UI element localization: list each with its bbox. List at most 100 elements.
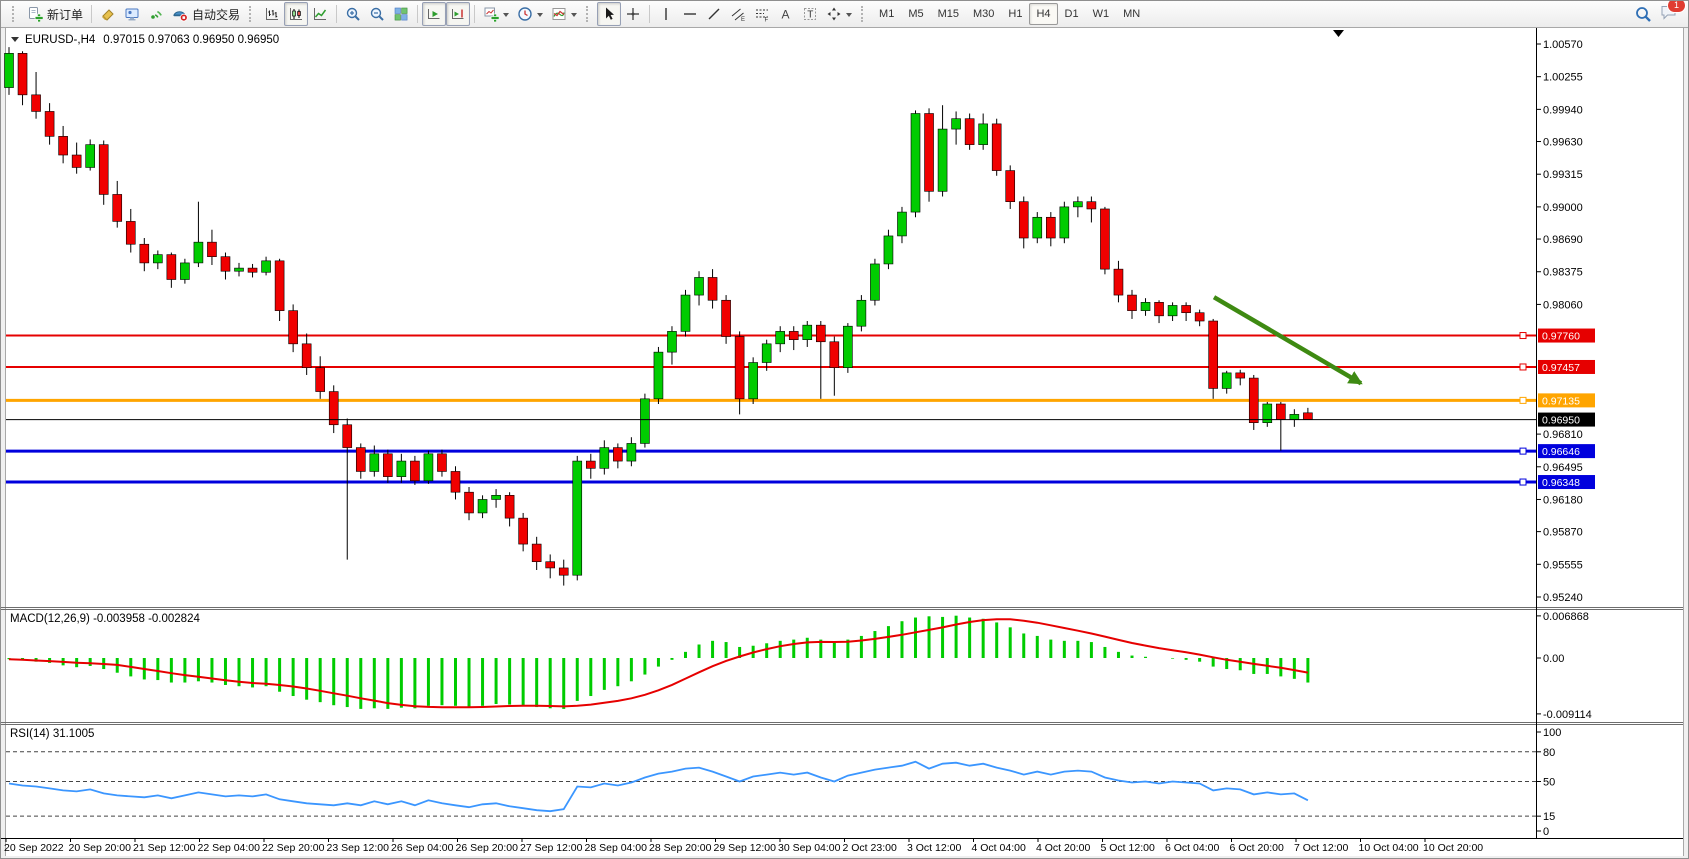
- candle: [870, 263, 880, 301]
- candle: [518, 517, 528, 545]
- candle: [951, 118, 961, 130]
- candle: [964, 118, 975, 145]
- line-handle[interactable]: [1519, 478, 1527, 486]
- timeframe-m30-button[interactable]: M30: [973, 8, 995, 20]
- candle: [504, 495, 515, 519]
- auto-trading-button[interactable]: 自动交易: [168, 2, 244, 26]
- candle: [4, 53, 14, 88]
- time-axis[interactable]: 20 Sep 2022 20 Sep 20:00 21 Sep 12:00 22 Se…: [4, 838, 1483, 854]
- candlestick-mode-button[interactable]: [284, 2, 309, 26]
- fibonacci-tool-button[interactable]: F: [750, 2, 774, 26]
- candle: [1167, 305, 1178, 317]
- dropdown-caret-icon: [846, 12, 853, 20]
- signal-icon: [148, 6, 164, 22]
- price-axis: 1.00570 1.00255 0.99940 0.99630 0.99315 0.990…: [1536, 39, 1583, 604]
- timeframe-m1-button[interactable]: M1: [879, 8, 895, 20]
- trend-arrow-annotation[interactable]: [1212, 295, 1363, 386]
- metaeditor-button[interactable]: [120, 2, 144, 26]
- pane-frame: [1, 28, 1683, 839]
- time-tick-label: 7 Oct 12:00: [1294, 842, 1348, 854]
- time-tick-label: 4 Oct 04:00: [972, 842, 1026, 854]
- rsi-indicator-label: RSI(14) 31.1005: [10, 728, 95, 740]
- candle: [640, 398, 650, 444]
- toolbar-grip[interactable]: [861, 6, 867, 22]
- tile-windows-button[interactable]: [389, 2, 413, 26]
- dropdown-caret-icon: [537, 12, 544, 20]
- rsi-tick-label: 15: [1543, 811, 1555, 823]
- chart-canvas[interactable]: 1.00570 1.00255 0.99940 0.99630 0.99315 0.990…: [1, 28, 1689, 859]
- bar-chart-icon: [264, 6, 280, 22]
- candle: [153, 254, 163, 264]
- toolbar-grip[interactable]: [249, 6, 255, 22]
- support-resistance-lines[interactable]: 0.97760 0.97457 0.97135 0.96646 0.96348: [6, 328, 1595, 490]
- vertical-line-tool-button[interactable]: [654, 2, 678, 26]
- search-icon[interactable]: [1634, 5, 1652, 23]
- candle: [572, 460, 583, 576]
- trendline-tool-button[interactable]: [702, 2, 726, 26]
- zoom-out-button[interactable]: [365, 2, 389, 26]
- timeframe-h1-button[interactable]: H1: [1008, 8, 1023, 20]
- crosshair-tool-button[interactable]: [621, 2, 645, 26]
- eraser-icon: [100, 6, 116, 22]
- text-label-icon: T: [802, 6, 818, 22]
- candle: [383, 453, 393, 477]
- timeframe-h4-button[interactable]: H4: [1029, 3, 1058, 25]
- chart-title-bar[interactable]: EURUSD-,H4 0.97015 0.97063 0.96950 0.969…: [11, 33, 279, 46]
- timeframe-w1-button[interactable]: W1: [1092, 8, 1110, 20]
- candle: [207, 241, 217, 257]
- line-handle[interactable]: [1519, 396, 1527, 404]
- candle: [978, 123, 988, 145]
- toolbar-grip[interactable]: [12, 6, 18, 22]
- horizontal-line-tool-button[interactable]: [678, 2, 702, 26]
- timeframe-m15-button[interactable]: M15: [937, 8, 959, 20]
- rsi-tick-label: 0: [1543, 826, 1549, 838]
- rsi-tick-label: 50: [1543, 777, 1555, 789]
- line-handle[interactable]: [1519, 447, 1527, 455]
- candle: [139, 243, 150, 264]
- line-handle[interactable]: [1519, 363, 1527, 371]
- price-tick-label: 0.99000: [1543, 202, 1583, 214]
- signals-button[interactable]: [144, 2, 168, 26]
- candle: [1262, 403, 1273, 423]
- cursor-tool-button[interactable]: [597, 2, 622, 26]
- text-label-tool-button[interactable]: T: [798, 2, 822, 26]
- bar-chart-mode-button[interactable]: [260, 2, 284, 26]
- time-tick-label: 4 Oct 20:00: [1036, 842, 1090, 854]
- candle: [1059, 206, 1070, 239]
- equidistant-channel-icon: E: [730, 6, 746, 22]
- arrows-tool-button[interactable]: [822, 2, 856, 26]
- timeframe-m5-button[interactable]: M5: [908, 8, 924, 20]
- timeframe-mn-button[interactable]: MN: [1123, 8, 1141, 20]
- equidistant-channel-tool-button[interactable]: E: [726, 2, 750, 26]
- candle: [315, 367, 325, 392]
- timeframe-d1-button[interactable]: D1: [1064, 8, 1079, 20]
- indicators-button[interactable]: [547, 2, 581, 26]
- styler-button[interactable]: [96, 2, 120, 26]
- main-toolbar: 新订单 自动交易: [1, 1, 1688, 28]
- chat-button[interactable]: 1: [1660, 1, 1686, 26]
- auto-trading-label: 自动交易: [192, 7, 241, 22]
- auto-scroll-button[interactable]: [422, 2, 447, 26]
- text-tool-button[interactable]: A: [774, 2, 798, 26]
- candle: [734, 336, 745, 400]
- candle: [31, 94, 41, 112]
- candle: [667, 331, 677, 353]
- line-chart-mode-button[interactable]: [308, 2, 332, 26]
- svg-text:T: T: [807, 10, 813, 21]
- shift-marker-icon[interactable]: [1333, 30, 1344, 37]
- candle: [288, 310, 298, 345]
- toolbar-grip[interactable]: [586, 6, 592, 22]
- current-price: 0.96950: [6, 412, 1595, 427]
- new-order-button[interactable]: 新订单: [23, 2, 87, 26]
- price-line-badge: 0.97760: [1542, 331, 1580, 343]
- periods-button[interactable]: [513, 2, 547, 26]
- candle: [748, 362, 758, 400]
- candle: [694, 277, 704, 296]
- candle: [910, 113, 921, 213]
- trendline-icon: [706, 6, 722, 22]
- zoom-in-button[interactable]: [341, 2, 365, 26]
- new-chart-button[interactable]: [479, 2, 513, 26]
- chart-shift-button[interactable]: [446, 2, 471, 26]
- candle: [1303, 412, 1313, 420]
- line-handle[interactable]: [1519, 332, 1527, 340]
